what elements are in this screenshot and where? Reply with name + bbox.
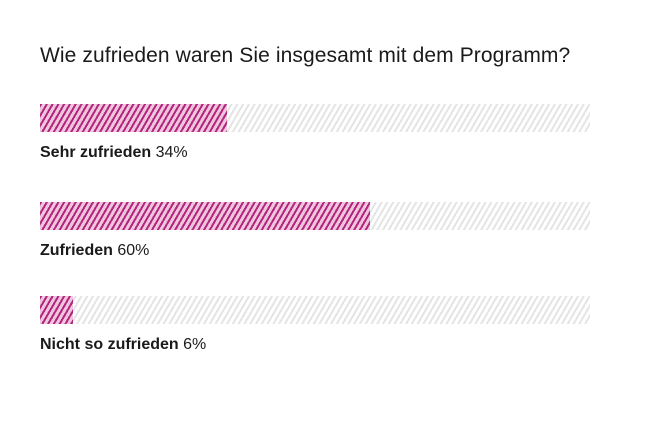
bar (40, 202, 370, 230)
bar-track (40, 202, 590, 230)
category-label: Sehr zufrieden (40, 144, 152, 161)
category-label: Zufrieden (40, 242, 113, 259)
bar-label: Zufrieden 60% (40, 242, 590, 260)
chart-title: Wie zufrieden waren Sie insgesamt mit de… (40, 44, 571, 67)
value-label: 34% (155, 144, 188, 161)
bar-track (40, 296, 590, 324)
category-label: Nicht so zufrieden (40, 336, 179, 353)
bar (40, 296, 73, 324)
bar-track (40, 104, 590, 132)
value-label: 6% (183, 336, 207, 353)
bar (40, 104, 227, 132)
value-label: 60% (117, 242, 150, 259)
bar-row: Sehr zufrieden 34% (40, 104, 590, 162)
bar-label: Sehr zufrieden 34% (40, 144, 590, 162)
bar-row: Zufrieden 60% (40, 202, 590, 260)
bar-row: Nicht so zufrieden 6% (40, 296, 590, 354)
bar-label: Nicht so zufrieden 6% (40, 336, 590, 354)
